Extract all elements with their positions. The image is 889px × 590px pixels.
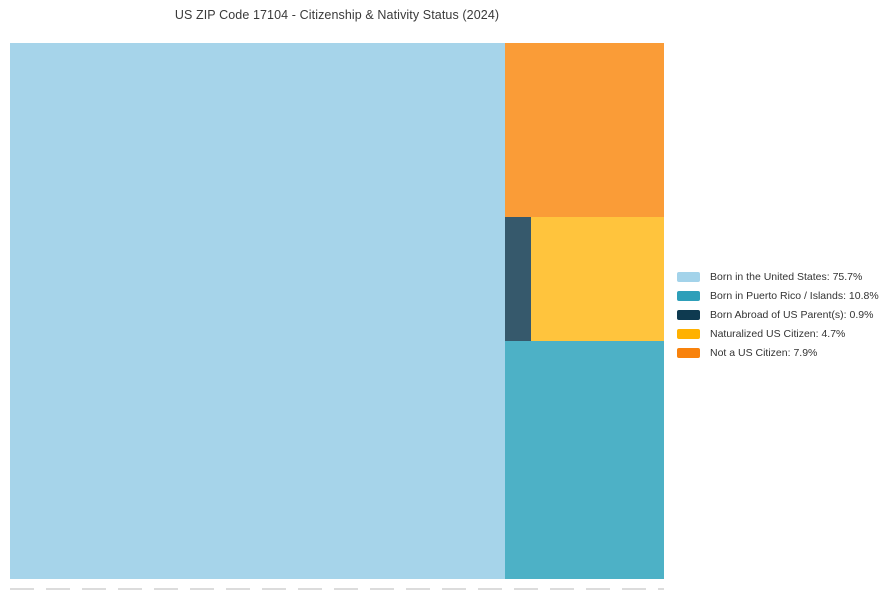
- legend-label-naturalized-us-citizen: Naturalized US Citizen: 4.7%: [710, 327, 846, 340]
- legend-row-born-in-us: Born in the United States: 75.7%: [677, 267, 879, 286]
- legend-row-born-abroad-us-parents: Born Abroad of US Parent(s): 0.9%: [677, 305, 879, 324]
- legend-row-born-puerto-rico-islands: Born in Puerto Rico / Islands: 10.8%: [677, 286, 879, 305]
- treemap-rect-born-abroad-us-parents: [505, 217, 531, 341]
- legend-swatch-born-in-us: [677, 271, 700, 282]
- legend-row-naturalized-us-citizen: Naturalized US Citizen: 4.7%: [677, 324, 879, 343]
- clipped-bottom-text: [10, 588, 664, 590]
- treemap-rect-born-in-us: [10, 43, 505, 579]
- chart-title: US ZIP Code 17104 - Citizenship & Nativi…: [174, 8, 500, 22]
- legend-swatch-born-abroad-us-parents: [677, 309, 700, 320]
- legend-label-born-in-us: Born in the United States: 75.7%: [710, 270, 863, 283]
- legend-swatch-born-puerto-rico-islands: [677, 290, 700, 301]
- treemap-rect-born-puerto-rico-islands: [505, 341, 664, 579]
- legend-label-born-abroad-us-parents: Born Abroad of US Parent(s): 0.9%: [710, 308, 874, 321]
- treemap-rect-not-us-citizen: [505, 43, 664, 217]
- legend-label-not-us-citizen: Not a US Citizen: 7.9%: [710, 346, 818, 359]
- legend-row-not-us-citizen: Not a US Citizen: 7.9%: [677, 343, 879, 362]
- legend-swatch-not-us-citizen: [677, 347, 700, 358]
- treemap-rect-naturalized-us-citizen: [531, 217, 664, 341]
- legend: Born in the United States: 75.7% Born in …: [677, 267, 879, 362]
- legend-label-born-puerto-rico-islands: Born in Puerto Rico / Islands: 10.8%: [710, 289, 879, 302]
- treemap: [10, 43, 664, 579]
- legend-swatch-naturalized-us-citizen: [677, 328, 700, 339]
